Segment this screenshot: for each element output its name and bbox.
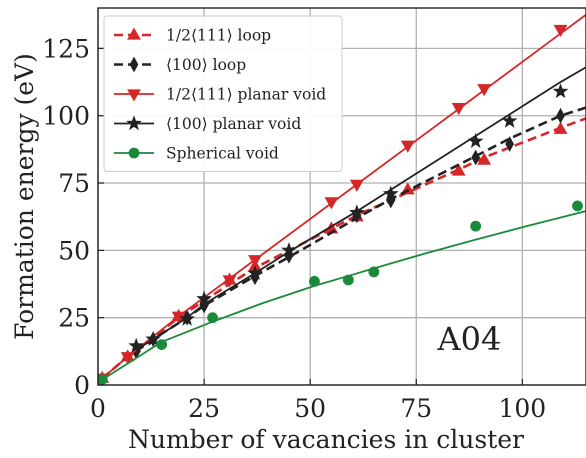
y-axis-label: Formation energy (eV) [10, 53, 39, 340]
data-point [553, 121, 568, 134]
axis-ticks: 0 25 50 75 100 0 25 50 75 100 125 [42, 34, 546, 423]
data-point [382, 185, 399, 201]
data-point [120, 352, 135, 365]
data-point [505, 136, 514, 152]
legend-marker [129, 56, 139, 73]
data-point [477, 152, 492, 165]
series-line [101, 14, 586, 379]
series-line [135, 66, 586, 351]
series-line [101, 210, 586, 381]
data-point [128, 337, 145, 353]
data-point [179, 310, 195, 326]
data-point [145, 330, 162, 346]
data-point [196, 290, 212, 306]
data-point [98, 374, 108, 385]
legend-marker [127, 27, 141, 40]
panel-annotation: A04 [436, 320, 501, 358]
data-point [471, 149, 481, 166]
data-point [171, 311, 186, 324]
series-5 [98, 200, 586, 385]
x-tick-label: 25 [188, 394, 220, 423]
data-point [324, 197, 339, 210]
data-point [368, 266, 380, 278]
legend-item: 1/2⟨111⟩ planar void [114, 86, 326, 104]
data-point [281, 242, 297, 258]
data-point [342, 274, 354, 286]
legend-marker [126, 115, 142, 131]
data-point [248, 255, 262, 268]
data-point [222, 275, 237, 288]
y-tick-label: 50 [58, 236, 90, 265]
legend-item: Spherical void [114, 145, 279, 163]
data-point [467, 133, 484, 148]
data-point [451, 102, 466, 116]
legend-item: 1/2⟨111⟩ loop [114, 27, 271, 45]
x-tick-label: 50 [294, 394, 326, 423]
y-tick-label: 0 [74, 371, 90, 400]
legend-marker [127, 89, 141, 102]
legend: 1/2⟨111⟩ loop ⟨100⟩ loop 1/2⟨111⟩ planar v… [103, 15, 343, 172]
x-tick-label: 75 [400, 394, 432, 423]
plot-frame [97, 7, 586, 386]
x-tick-label: 100 [498, 394, 546, 423]
data-point [247, 265, 263, 280]
legend-label: Spherical void [166, 145, 279, 163]
data-point [451, 163, 466, 176]
data-point [477, 84, 492, 97]
y-tick-label: 75 [58, 169, 90, 198]
legend-label: ⟨100⟩ loop [166, 56, 246, 74]
data-point [349, 204, 365, 220]
data-point [556, 107, 565, 124]
data-point [553, 24, 568, 38]
legend-box [103, 15, 343, 172]
data-point [156, 339, 168, 351]
y-tick-label: 25 [58, 304, 90, 333]
legend-label: ⟨100⟩ planar void [166, 115, 301, 133]
data-point [349, 179, 364, 192]
legend-item: ⟨100⟩ planar void [114, 115, 301, 133]
legend-marker [128, 147, 140, 159]
x-tick-label: 0 [90, 394, 106, 423]
data-point [552, 83, 569, 99]
legend-label: 1/2⟨111⟩ loop [166, 27, 271, 45]
x-axis-label: Number of vacancies in cluster [128, 425, 524, 454]
y-tick-label: 100 [42, 102, 90, 131]
series-line [135, 106, 586, 353]
data-point [400, 140, 415, 153]
data-point [309, 275, 320, 287]
legend-item: ⟨100⟩ loop [114, 56, 246, 74]
series-layer [98, 14, 586, 385]
series-4 [128, 66, 586, 353]
data-point [207, 312, 218, 324]
y-tick-label: 125 [42, 34, 90, 63]
data-point [470, 220, 482, 232]
legend-label: 1/2⟨111⟩ planar void [166, 86, 326, 104]
data-point [501, 112, 518, 128]
data-point [572, 200, 583, 212]
